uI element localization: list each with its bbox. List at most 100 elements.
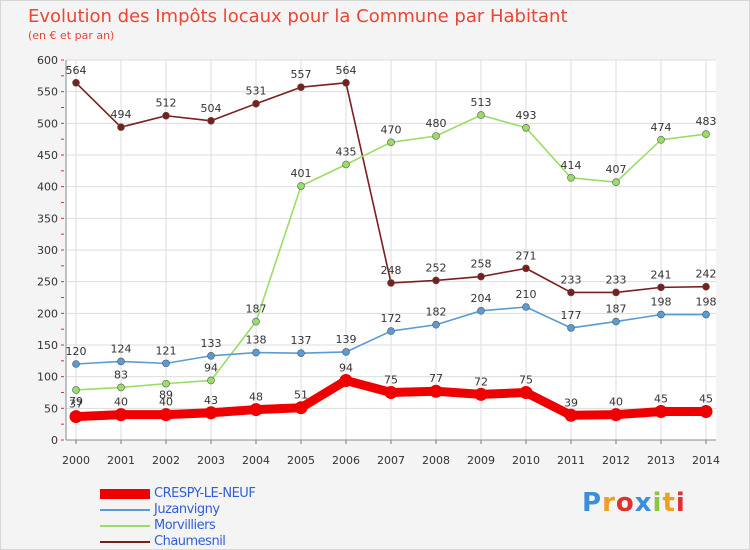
data-point: [477, 272, 485, 281]
data-label: 493: [516, 109, 537, 122]
data-point: [69, 410, 83, 424]
data-label: 177: [561, 309, 582, 322]
y-tick-label: 50: [44, 402, 58, 415]
series-crespy-le-neuf: 37 40 40 43 48 51 94 75 77 72 75 39 40 45 45: [69, 361, 713, 424]
data-label: 187: [246, 303, 267, 316]
data-label: 40: [609, 396, 623, 409]
data-label: 210: [516, 288, 537, 301]
data-point: [567, 288, 575, 297]
data-point: [702, 130, 710, 138]
data-point: [72, 360, 80, 368]
data-point: [159, 408, 173, 422]
data-label: 37: [69, 398, 83, 411]
legend-label: Chaumesnil: [154, 534, 226, 549]
data-label: 241: [651, 268, 672, 281]
series-morvilliers: 79 83 89 94 187 401 435 470 480 513 493 414 407 474 48…: [69, 96, 717, 408]
data-label: 204: [471, 292, 492, 305]
data-point: [702, 282, 710, 291]
data-point: [477, 306, 485, 315]
data-label: 470: [381, 123, 402, 136]
data-point: [297, 349, 305, 358]
data-label: 248: [381, 264, 402, 277]
x-tick-label: 2002: [152, 454, 180, 467]
data-label: 512: [156, 97, 177, 110]
x-tick-label: 2008: [422, 454, 450, 467]
data-point: [72, 79, 80, 87]
data-point: [612, 317, 620, 326]
legend-swatch: [100, 509, 150, 511]
data-label: 242: [696, 268, 717, 281]
data-point: [657, 136, 665, 144]
x-tick-label: 2012: [602, 454, 630, 467]
data-label: 77: [429, 372, 443, 385]
y-tick-label: 550: [37, 86, 58, 99]
data-point: [342, 79, 350, 87]
data-point: [297, 182, 305, 190]
y-tick-label: 150: [37, 339, 58, 352]
data-point: [609, 408, 623, 422]
data-point: [477, 111, 485, 119]
data-label: 564: [66, 64, 87, 77]
x-tick-label: 2004: [242, 454, 270, 467]
data-point: [339, 373, 353, 387]
data-point: [387, 138, 395, 147]
data-label: 40: [159, 396, 173, 409]
data-label: 435: [336, 146, 357, 159]
x-tick-label: 2009: [467, 454, 495, 467]
data-label: 480: [426, 117, 447, 130]
y-tick-label: 450: [37, 149, 58, 162]
data-label: 94: [204, 361, 218, 374]
data-label: 172: [381, 312, 402, 325]
data-label: 39: [564, 396, 578, 409]
data-label: 198: [696, 296, 717, 309]
legend-swatch: [100, 489, 150, 499]
data-label: 494: [111, 108, 132, 121]
data-point: [207, 117, 215, 125]
data-point: [657, 283, 665, 292]
data-label: 531: [246, 85, 267, 98]
data-point: [162, 111, 170, 120]
data-point: [162, 359, 170, 368]
data-label: 43: [204, 394, 218, 407]
data-point: [432, 276, 440, 285]
data-point: [612, 178, 620, 187]
data-label: 504: [201, 102, 222, 115]
data-point: [117, 123, 125, 131]
data-point: [117, 357, 125, 366]
data-label: 40: [114, 396, 128, 409]
legend-label: CRESPY-LE-NEUF: [154, 486, 256, 501]
data-point: [657, 310, 665, 319]
legend-swatch: [100, 525, 150, 527]
data-label: 233: [561, 273, 582, 286]
y-tick-label: 500: [37, 117, 58, 130]
data-point: [204, 406, 218, 420]
data-label: 407: [606, 163, 627, 176]
data-label: 83: [114, 368, 128, 381]
data-label: 89: [159, 389, 173, 402]
y-tick-label: 600: [37, 54, 58, 67]
x-tick-label: 2005: [287, 454, 315, 467]
data-point: [702, 310, 710, 319]
y-tick-label: 300: [37, 244, 58, 257]
data-label: 474: [651, 121, 672, 134]
data-label: 124: [111, 342, 132, 355]
data-label: 198: [651, 296, 672, 309]
data-label: 233: [606, 273, 627, 286]
series-chaumesnil: 564 494 512 504 531 557 564 248 252 258 271 233 233 2…: [66, 64, 717, 297]
data-label: 139: [336, 333, 357, 346]
data-label: 557: [291, 68, 312, 81]
axes: 0 50 100 150 200 250 300 350 400 450 500 550 600 2000…: [37, 54, 720, 467]
data-label: 513: [471, 96, 492, 109]
proxiti-logo: Proxiti: [582, 488, 686, 518]
data-point: [387, 279, 395, 287]
data-label: 72: [474, 375, 488, 388]
data-label: 182: [426, 306, 447, 319]
data-point: [114, 408, 128, 422]
data-label: 48: [249, 391, 263, 404]
data-point: [342, 348, 350, 356]
data-point: [429, 384, 443, 398]
data-point: [567, 324, 575, 332]
data-point: [162, 379, 170, 388]
x-tick-label: 2013: [647, 454, 675, 467]
